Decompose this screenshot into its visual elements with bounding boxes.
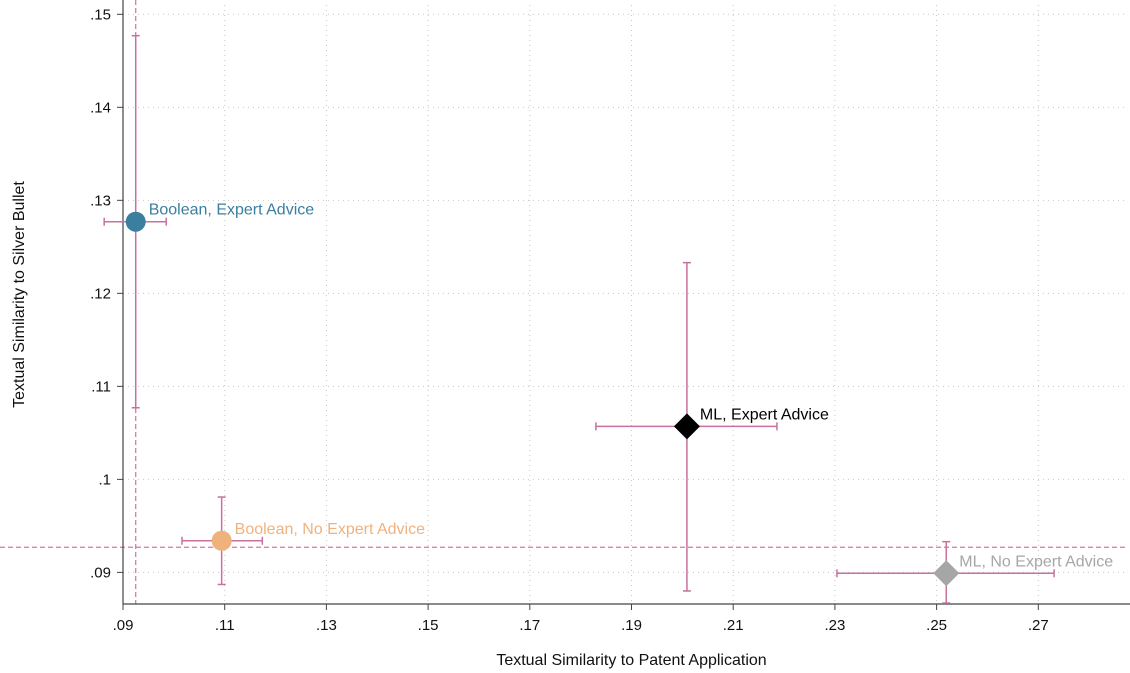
point-label: ML, Expert Advice [700,406,829,423]
y-tick-label: .15 [90,6,111,23]
x-tick-label: .27 [1028,617,1049,634]
x-tick-label: .13 [316,617,337,634]
x-tick-label: .09 [113,617,134,634]
x-tick-label: .19 [621,617,642,634]
data-point [211,530,232,551]
error-bars [103,34,1055,604]
y-tick-label: .1 [98,471,111,488]
axes: .09.11.13.15.17.19.21.23.25.27.29.09.1.1… [90,0,1130,634]
x-tick-label: .23 [824,617,845,634]
y-axis-title: Textual Similarity to Silver Bullet [11,181,28,408]
x-tick-label: .15 [418,617,439,634]
data-point [125,211,146,232]
y-tick-label: .11 [91,378,111,395]
point-label: ML, No Expert Advice [959,553,1113,570]
y-tick-label: .12 [90,285,111,302]
reference-lines [0,0,1128,604]
x-tick-label: .25 [926,617,947,634]
point-labels: Boolean, Expert Advice Boolean, No Expert… [149,202,1113,571]
y-tick-label: .14 [90,99,111,116]
data-point [933,560,960,587]
x-axis-title: Textual Similarity to Patent Application [496,652,766,669]
grid-layer [122,5,1125,604]
data-points [125,211,960,587]
y-tick-label: .09 [90,564,111,581]
y-tick-label: .13 [90,192,111,209]
x-tick-label: .21 [723,617,744,634]
data-point [673,413,700,440]
point-label: Boolean, No Expert Advice [235,521,425,538]
x-tick-label: .17 [519,617,540,634]
x-tick-label: .11 [215,617,235,634]
point-label: Boolean, Expert Advice [149,202,315,219]
